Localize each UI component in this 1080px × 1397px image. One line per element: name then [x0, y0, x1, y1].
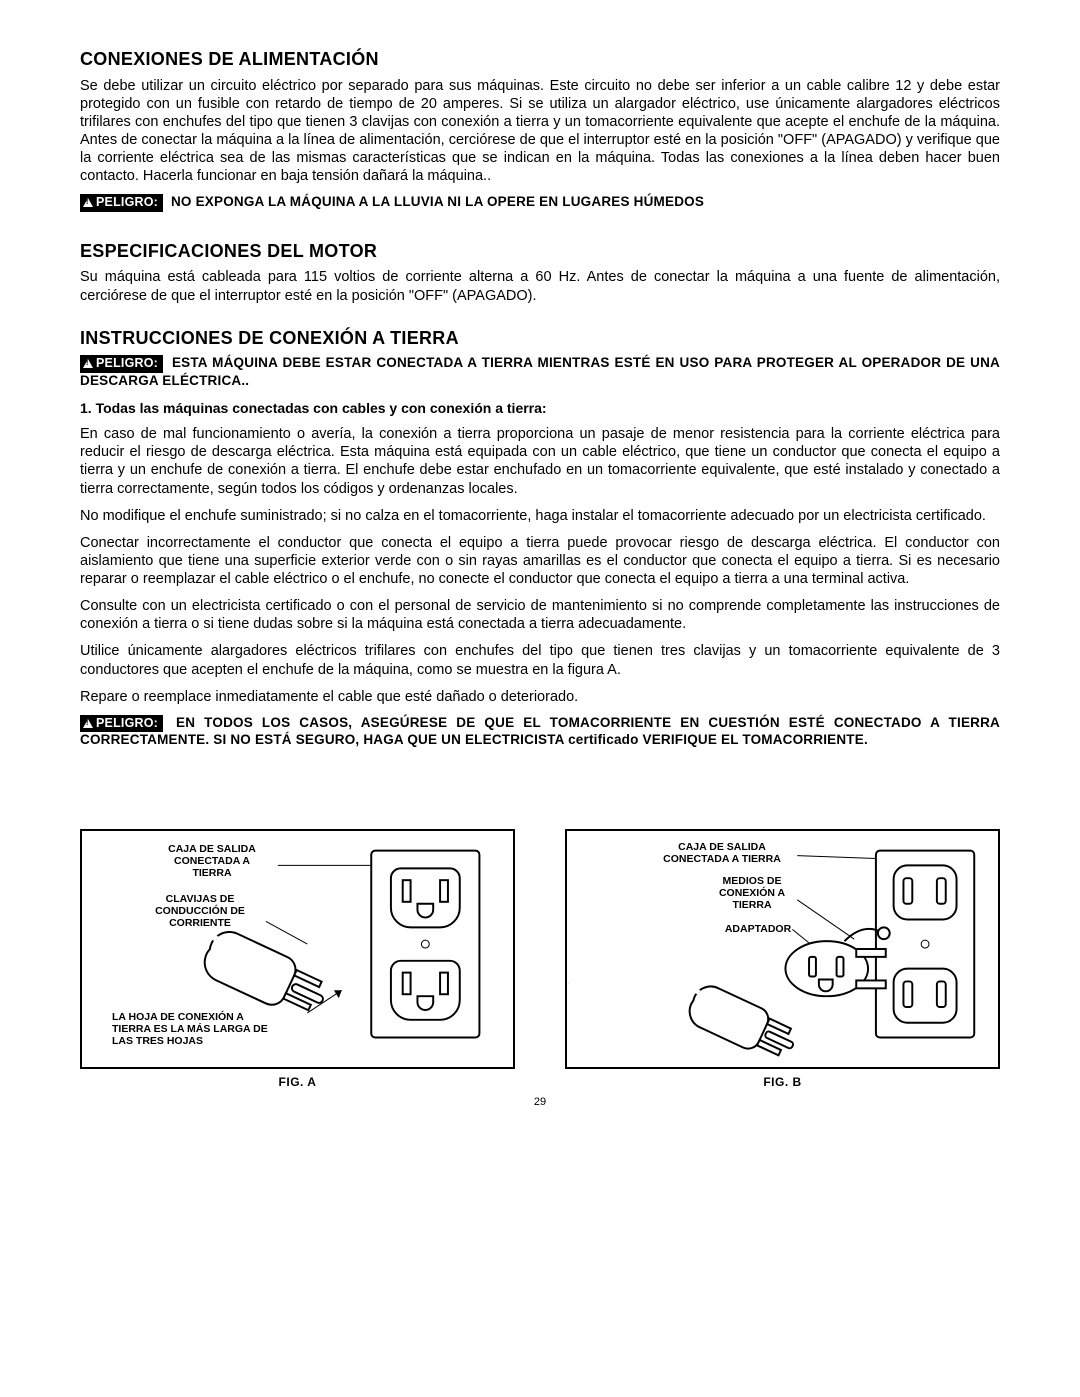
- figA-caption: FIG. A: [80, 1075, 515, 1090]
- figB-label-means: MEDIOS DECONEXIÓN ATIERRA: [697, 875, 807, 911]
- figA-label-outlet: CAJA DE SALIDACONECTADA ATIERRA: [142, 843, 282, 879]
- heading-grounding: INSTRUCCIONES DE CONEXIÓN A TIERRA: [80, 327, 1000, 350]
- warning-triangle-icon: [83, 359, 93, 368]
- danger-line-rain: PELIGRO: NO EXPONGA LA MÁQUINA A LA LLUV…: [80, 194, 1000, 212]
- figB-label-outlet: CAJA DE SALIDACONECTADA A TIERRA: [637, 841, 807, 865]
- figB-diagram: [567, 831, 998, 1067]
- figA-label-prongs: CLAVIJAS DECONDUCCIÓN DECORRIENTE: [130, 893, 270, 929]
- figB-caption: FIG. B: [565, 1075, 1000, 1090]
- figures-row: CAJA DE SALIDACONECTADA ATIERRA CLAVIJAS…: [80, 829, 1000, 1090]
- figure-b-box: CAJA DE SALIDACONECTADA A TIERRA MEDIOS …: [565, 829, 1000, 1069]
- paragraph-power-connections: Se debe utilizar un circuito eléctrico p…: [80, 77, 1000, 186]
- danger-label: PELIGRO:: [96, 716, 158, 730]
- danger-label: PELIGRO:: [96, 195, 158, 209]
- figure-b: CAJA DE SALIDACONECTADA A TIERRA MEDIOS …: [565, 829, 1000, 1090]
- danger-text: ESTA MÁQUINA DEBE ESTAR CONECTADA A TIER…: [80, 355, 1000, 388]
- heading-power-connections: CONEXIONES DE ALIMENTACIÓN: [80, 48, 1000, 71]
- heading-motor-specs: ESPECIFICACIONES DEL MOTOR: [80, 240, 1000, 263]
- paragraph-ground-1: En caso de mal funcionamiento o avería, …: [80, 425, 1000, 498]
- danger-text: EN TODOS LOS CASOS, ASEGÚRESE DE QUE EL …: [80, 715, 1000, 748]
- figure-a: CAJA DE SALIDACONECTADA ATIERRA CLAVIJAS…: [80, 829, 515, 1090]
- subheading-all-cord: 1. Todas las máquinas conectadas con cab…: [80, 400, 1000, 418]
- warning-triangle-icon: [83, 198, 93, 207]
- paragraph-ground-3: Conectar incorrectamente el conductor qu…: [80, 534, 1000, 588]
- page-number: 29: [80, 1096, 1000, 1110]
- danger-badge: PELIGRO:: [80, 194, 163, 212]
- paragraph-ground-4: Consulte con un electricista certificado…: [80, 597, 1000, 633]
- figure-a-box: CAJA DE SALIDACONECTADA ATIERRA CLAVIJAS…: [80, 829, 515, 1069]
- danger-label: PELIGRO:: [96, 356, 158, 370]
- danger-badge: PELIGRO:: [80, 355, 163, 373]
- paragraph-motor-specs: Su máquina está cableada para 115 voltio…: [80, 268, 1000, 304]
- paragraph-ground-6: Repare o reemplace inmediatamente el cab…: [80, 688, 1000, 706]
- paragraph-ground-5: Utilice únicamente alargadores eléctrico…: [80, 642, 1000, 678]
- danger-text: NO EXPONGA LA MÁQUINA A LA LLUVIA NI LA …: [171, 194, 704, 209]
- figA-label-ground-blade: LA HOJA DE CONEXIÓN ATIERRA ES LA MÁS LA…: [112, 1011, 312, 1047]
- warning-triangle-icon: [83, 719, 93, 728]
- paragraph-ground-2: No modifique el enchufe suministrado; si…: [80, 507, 1000, 525]
- danger-line-grounding: PELIGRO: ESTA MÁQUINA DEBE ESTAR CONECTA…: [80, 355, 1000, 390]
- danger-line-outlet: PELIGRO: EN TODOS LOS CASOS, ASEGÚRESE D…: [80, 715, 1000, 750]
- figB-label-adapter: ADAPTADOR: [713, 923, 803, 935]
- danger-badge: PELIGRO:: [80, 715, 163, 733]
